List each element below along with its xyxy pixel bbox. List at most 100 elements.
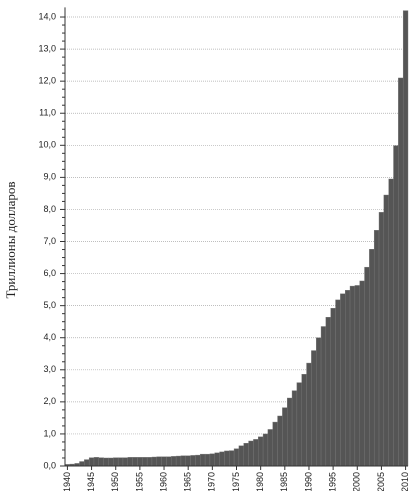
bar (185, 455, 191, 467)
y-tick-label: 11,0 (39, 108, 56, 118)
y-axis-label: Триллионы долларов (3, 181, 18, 298)
bar (262, 433, 269, 467)
bar (287, 397, 293, 467)
bar (113, 457, 119, 467)
bar (219, 451, 225, 467)
bar (359, 280, 365, 467)
bar (267, 429, 273, 467)
y-tick-label: 8,0 (43, 204, 56, 214)
y-tick-label: 7,0 (43, 236, 56, 246)
bar (224, 450, 230, 467)
bar (296, 382, 302, 467)
bar (166, 456, 172, 467)
bar (117, 457, 124, 467)
bar (248, 440, 254, 467)
bar (388, 178, 394, 467)
bar (325, 316, 331, 467)
bar (364, 266, 370, 467)
y-tick-label: 0,0 (43, 460, 56, 470)
y-tick-label: 9,0 (43, 172, 56, 182)
x-tick-label: 1980 (255, 472, 265, 491)
bar (137, 457, 143, 467)
bar (238, 445, 244, 467)
bar (142, 457, 148, 467)
bar (214, 452, 220, 467)
bar (253, 439, 259, 467)
y-tick-label: 6,0 (43, 268, 56, 278)
bar (306, 362, 312, 467)
x-tick-label: 1995 (327, 472, 337, 491)
bar (373, 230, 380, 467)
x-tick-label: 1970 (207, 472, 217, 491)
x-tick-label: 1975 (231, 472, 241, 491)
bar (146, 457, 153, 467)
bar (209, 453, 215, 467)
bar (88, 457, 95, 467)
x-tick-label: 1940 (62, 472, 72, 491)
x-tick-label: 1985 (279, 472, 289, 491)
bar (200, 453, 206, 467)
x-tick-label: 1965 (183, 472, 193, 491)
bar (79, 461, 85, 467)
bar (190, 455, 196, 467)
y-tick-label: 1,0 (43, 428, 56, 438)
bar (393, 145, 399, 467)
bar (402, 10, 409, 467)
bar (195, 454, 201, 467)
bar (378, 212, 385, 467)
bar (93, 457, 100, 467)
bar (98, 457, 104, 467)
bar (258, 436, 264, 467)
bar (108, 457, 114, 467)
bar (229, 450, 235, 467)
x-tick-label: 1955 (134, 472, 144, 491)
x-tick-label: 1960 (158, 472, 168, 491)
bar (127, 457, 133, 467)
bar (330, 308, 336, 467)
y-tick-label: 3,0 (43, 364, 56, 374)
bar (243, 443, 249, 467)
y-tick-label: 10,0 (38, 140, 56, 150)
bar (369, 249, 375, 467)
x-tick-label: 1950 (110, 472, 120, 491)
bar (398, 77, 404, 467)
y-tick-label: 14,0 (38, 11, 56, 21)
bar (282, 407, 288, 467)
bar (340, 293, 346, 467)
y-tick-label: 2,0 (43, 396, 56, 406)
bar (354, 285, 360, 467)
bar (311, 350, 317, 467)
bar (277, 415, 283, 467)
bar (180, 455, 186, 467)
bar (84, 459, 90, 467)
y-tick-label: 5,0 (43, 300, 56, 310)
bar (132, 457, 138, 467)
bar (291, 390, 298, 467)
bar (383, 194, 389, 467)
bar (161, 456, 167, 467)
bar (335, 299, 341, 467)
bar (151, 456, 157, 467)
x-tick-label: 2000 (352, 472, 362, 491)
x-tick-label: 1945 (86, 472, 96, 491)
x-tick-label: 2005 (376, 472, 386, 491)
bar (316, 337, 322, 467)
bar (204, 453, 211, 467)
bar (171, 456, 177, 467)
bar (233, 448, 240, 467)
y-tick-label: 13,0 (38, 43, 56, 53)
bar (344, 290, 351, 467)
bar (103, 457, 109, 467)
x-tick-label: 1990 (303, 472, 313, 491)
y-tick-label: 12,0 (38, 76, 56, 86)
bar (349, 285, 356, 467)
bar (320, 326, 327, 467)
bar (301, 374, 307, 467)
y-tick-label: 4,0 (43, 332, 56, 342)
bar (175, 455, 182, 467)
x-tick-label: 2010 (400, 472, 410, 491)
bar (122, 457, 129, 467)
bar (272, 421, 278, 467)
bar (156, 456, 162, 467)
